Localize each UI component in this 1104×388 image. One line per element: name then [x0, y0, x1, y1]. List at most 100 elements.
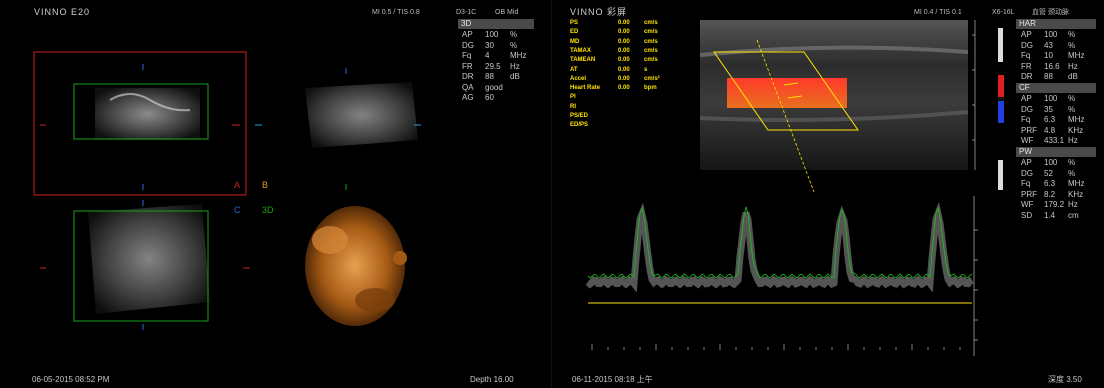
measurement-unit: cm/s: [644, 57, 658, 64]
param-unit: %: [1068, 94, 1076, 103]
param-name: AP: [1021, 30, 1032, 39]
exam-datetime: 06-05-2015 08:52 PM: [32, 375, 110, 384]
param-name: WF: [1021, 200, 1034, 210]
param-name: AP: [1021, 94, 1032, 103]
right-ultrasound-panel: VINNO 彩屏 MI 0.4 / TIS 0.1 X6-16L 血管 颈动脉 …: [552, 0, 1104, 388]
left-param-value: 29.5: [485, 61, 501, 71]
measurement-unit: cm/s: [644, 29, 658, 36]
param-value: 6.3: [1044, 115, 1056, 125]
param-value: 1.4: [1044, 211, 1056, 220]
param-name: Fq: [1021, 51, 1031, 61]
probe-name: X6-16L: [992, 9, 1015, 16]
measurement-unit: s: [644, 66, 648, 73]
param-value: 100: [1044, 30, 1058, 39]
param-unit: %: [1068, 30, 1076, 39]
mode-label-3d: 3D: [458, 19, 534, 29]
measurement-name: AT: [570, 66, 578, 73]
spectral-waveform: [585, 201, 974, 293]
param-name: PRF: [1021, 125, 1037, 135]
param-value: 179.2: [1044, 200, 1065, 210]
section-header-cf: CF: [1016, 83, 1096, 93]
param-unit: KHz: [1068, 189, 1084, 199]
left-param-unit: Hz: [510, 61, 520, 71]
param-name: FR: [1021, 61, 1032, 71]
left-param-name: FR: [462, 61, 473, 71]
left-param-unit: %: [510, 40, 518, 50]
quadrant-label-b: B: [262, 180, 269, 190]
param-unit: MHz: [1068, 115, 1085, 125]
param-value: 52: [1044, 168, 1053, 178]
quadrant-label-a: A: [234, 180, 241, 190]
probe-name: D3-1C: [456, 9, 477, 16]
mi-tis-readout: MI 0.5 / TIS 0.8: [372, 9, 420, 16]
color-flow-roi-box: [713, 51, 859, 131]
param-name: DR: [1021, 72, 1033, 82]
param-name: Fq: [1021, 115, 1031, 125]
param-value: 6.3: [1044, 179, 1056, 189]
param-name: PRF: [1021, 189, 1037, 199]
mi-tis-readout: MI 0.4 / TIS 0.1: [914, 9, 962, 16]
left-param-name: AG: [462, 93, 474, 102]
vinno-logo: VINNO E20: [34, 7, 91, 17]
left-param-name: Fq: [462, 51, 472, 60]
preset-name: OB Mid: [495, 9, 519, 16]
measurement-value: 0.00: [618, 57, 630, 64]
left-param-unit: %: [510, 30, 518, 39]
depth-readout: 深度 3.50: [1048, 375, 1082, 384]
param-name: SD: [1021, 211, 1033, 220]
param-unit: %: [1068, 104, 1076, 114]
measurement-value: 0.00: [618, 29, 630, 36]
left-param-value: 30: [485, 40, 494, 50]
quadrant-a-image: [95, 88, 200, 140]
param-value: 35: [1044, 104, 1053, 114]
spectral-envelope: [587, 206, 973, 279]
measurement-name: ED/PS: [570, 122, 589, 129]
panel-divider: [551, 0, 552, 388]
quadrant-a-roi-green: [73, 83, 209, 140]
left-ultrasound-panel: VINNO E20 MI 0.5 / TIS 0.8 D3-1C OB Mid …: [32, 7, 534, 384]
param-name: AP: [1021, 158, 1032, 167]
doppler-cursor-line: [756, 39, 815, 193]
param-value: 100: [1044, 158, 1058, 167]
quadrant-c-roi-green: [73, 210, 209, 322]
measurement-name: PS/ED: [570, 113, 589, 119]
left-param-name: QA: [462, 82, 474, 92]
exam-datetime: 06-11-2015 08:18 上午: [572, 375, 653, 384]
section-header-pw: PW: [1016, 147, 1096, 157]
left-param-value: 88: [485, 72, 494, 81]
measurement-name: TAMAX: [570, 47, 591, 54]
param-value: 10: [1044, 51, 1053, 61]
left-param-value: 4: [485, 51, 490, 60]
color-flow-vessel: [727, 78, 847, 108]
param-unit: %: [1068, 168, 1076, 178]
param-unit: cm: [1068, 211, 1079, 220]
measurement-unit: bpm: [644, 85, 657, 92]
param-unit: MHz: [1068, 179, 1085, 189]
measurement-value: 0.00: [618, 38, 630, 45]
param-unit: %: [1068, 158, 1076, 167]
param-name: DG: [1021, 168, 1033, 178]
left-param-value: 60: [485, 93, 494, 102]
left-quadrant-graphics: [33, 51, 421, 330]
param-value: 8.2: [1044, 189, 1056, 199]
param-unit: KHz: [1068, 125, 1084, 135]
param-unit: Hz: [1068, 61, 1078, 71]
param-name: DG: [1021, 104, 1033, 114]
measurement-name: TAMEAN: [570, 57, 596, 64]
left-param-name: DG: [462, 40, 474, 50]
quadrant-label-c: C: [234, 205, 241, 215]
doppler-graphics: [585, 20, 1004, 356]
vinno-logo: VINNO 彩屏: [570, 7, 628, 17]
color-flow-bar-red: [998, 75, 1004, 97]
measurement-unit: cm/s²: [644, 75, 660, 82]
left-param-value: 100: [485, 30, 499, 39]
measurement-name: PI: [570, 94, 576, 101]
preset-name: 血管 颈动脉: [1032, 9, 1069, 16]
depth-readout: Depth 16.00: [470, 375, 514, 384]
pw-grayscale-bar: [998, 160, 1003, 190]
param-value: 88: [1044, 72, 1053, 82]
left-param-name: AP: [462, 30, 473, 39]
measurement-name: ED: [570, 29, 579, 36]
param-name: Fq: [1021, 179, 1031, 189]
param-value: 433.1: [1044, 136, 1065, 146]
